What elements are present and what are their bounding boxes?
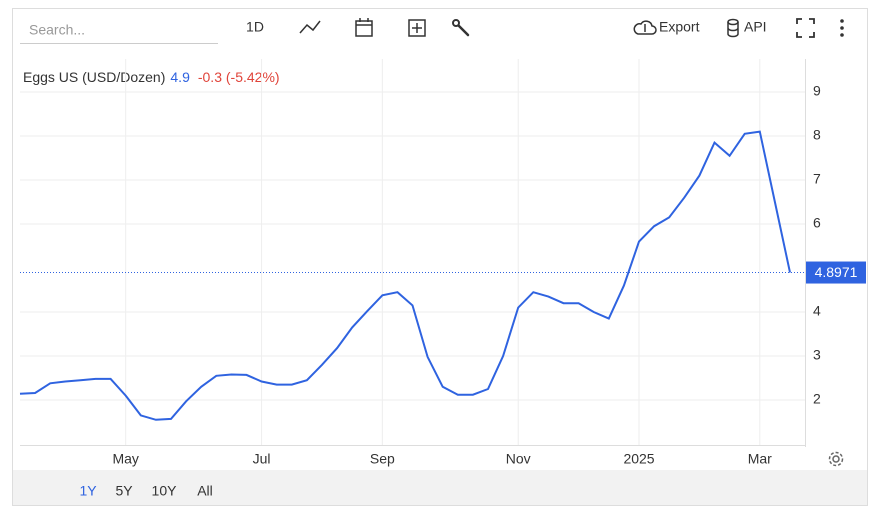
chart-header: Eggs US (USD/Dozen) 4.9 -0.3 (-5.42%) bbox=[23, 69, 280, 85]
chart-type-icon[interactable] bbox=[299, 20, 321, 34]
grid: 2 3 4 6 7 8 9 May Jul Sep Nov 2025 Mar bbox=[20, 59, 821, 467]
range-button[interactable]: 1Y bbox=[79, 483, 97, 499]
range-bar bbox=[13, 470, 867, 505]
interval-button[interactable]: 1D bbox=[246, 19, 264, 35]
api-button[interactable]: API bbox=[744, 19, 767, 35]
export-icon[interactable] bbox=[633, 20, 657, 35]
x-tick-label: Jul bbox=[253, 451, 271, 467]
y-tick-label: 6 bbox=[813, 215, 821, 231]
x-tick-label: Mar bbox=[748, 451, 772, 467]
api-icon[interactable] bbox=[727, 18, 739, 38]
range-button[interactable]: 5Y bbox=[115, 483, 133, 499]
series-name: Eggs US (USD/Dozen) bbox=[23, 69, 165, 85]
range-button[interactable]: 10Y bbox=[152, 483, 178, 499]
x-tick-label: Sep bbox=[370, 451, 395, 467]
y-tick-label: 3 bbox=[813, 347, 821, 363]
price-line bbox=[19, 130, 791, 421]
last-value-label: 4.8971 bbox=[815, 264, 858, 280]
export-button[interactable]: Export bbox=[659, 19, 700, 35]
range-buttons: 1Y 5Y 10Y All bbox=[79, 483, 212, 499]
frame bbox=[12, 8, 868, 506]
last-value-badge bbox=[806, 261, 866, 284]
x-tick-label: Nov bbox=[506, 451, 531, 467]
plot: 4.8971 bbox=[19, 130, 866, 421]
search-input[interactable]: Search... bbox=[29, 22, 85, 38]
x-tick-label: 2025 bbox=[623, 451, 654, 467]
y-tick-label: 2 bbox=[813, 391, 821, 407]
y-tick-label: 4 bbox=[813, 303, 821, 319]
x-tick-label: May bbox=[112, 451, 138, 467]
gear-icon[interactable] bbox=[828, 451, 844, 467]
y-tick-label: 9 bbox=[813, 83, 821, 99]
fullscreen-icon[interactable] bbox=[796, 18, 815, 38]
y-tick-label: 8 bbox=[813, 127, 821, 143]
last-price: 4.9 bbox=[170, 69, 190, 85]
range-button[interactable]: All bbox=[197, 483, 213, 499]
calendar-icon[interactable] bbox=[355, 18, 373, 37]
price-change: -0.3 (-5.42%) bbox=[198, 69, 280, 85]
settings-wrench-icon[interactable] bbox=[452, 19, 470, 37]
y-tick-label: 7 bbox=[813, 171, 821, 187]
add-icon[interactable] bbox=[408, 19, 426, 37]
menu-icon[interactable] bbox=[840, 19, 844, 37]
